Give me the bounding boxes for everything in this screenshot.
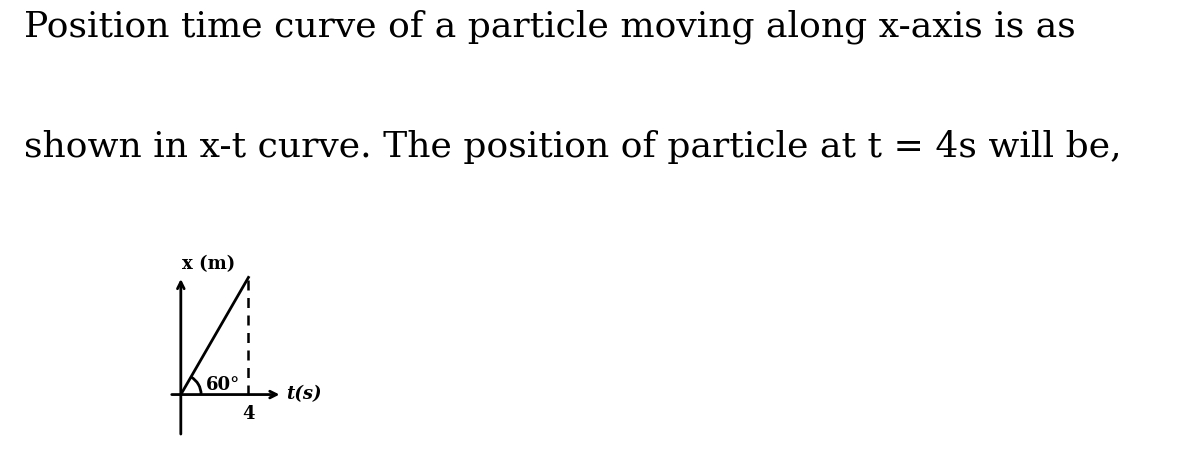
Text: t(s): t(s) <box>286 386 322 404</box>
Text: x (m): x (m) <box>181 255 235 273</box>
Text: 4: 4 <box>242 405 254 423</box>
Text: shown in x-t curve. The position of particle at t = 4s will be,: shown in x-t curve. The position of part… <box>24 130 1122 163</box>
Text: 60°: 60° <box>205 376 240 394</box>
Text: Position time curve of a particle moving along x-axis is as: Position time curve of a particle moving… <box>24 9 1075 44</box>
